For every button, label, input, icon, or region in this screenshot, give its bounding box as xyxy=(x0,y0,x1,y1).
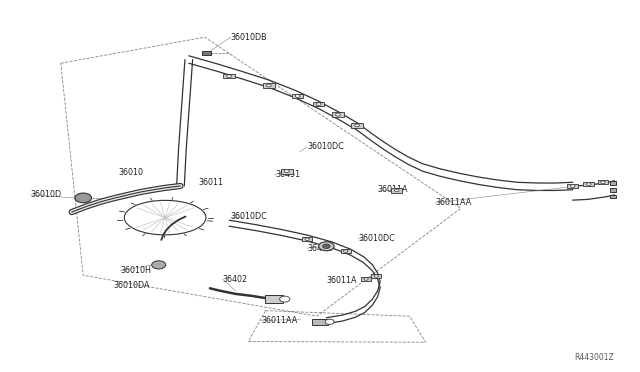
Bar xyxy=(313,102,324,106)
Circle shape xyxy=(344,250,348,252)
Text: 36010D: 36010D xyxy=(31,190,62,199)
Bar xyxy=(202,51,211,55)
Bar xyxy=(332,112,344,117)
Bar xyxy=(610,181,616,185)
Bar xyxy=(584,182,594,186)
Bar xyxy=(263,83,275,88)
Circle shape xyxy=(295,94,300,97)
Text: 36010: 36010 xyxy=(118,169,143,177)
Text: 36010H: 36010H xyxy=(120,266,151,275)
Text: 36011AA: 36011AA xyxy=(435,198,472,207)
Bar xyxy=(568,184,578,188)
Bar xyxy=(371,274,381,278)
Circle shape xyxy=(325,319,334,324)
Text: 36402: 36402 xyxy=(223,275,248,283)
Circle shape xyxy=(227,75,232,78)
Circle shape xyxy=(266,84,271,87)
Circle shape xyxy=(152,261,166,269)
Bar xyxy=(292,94,303,98)
Text: 36010DC: 36010DC xyxy=(230,212,267,221)
Bar xyxy=(280,169,293,173)
Circle shape xyxy=(335,113,340,116)
Bar xyxy=(610,195,616,198)
Bar xyxy=(351,123,363,128)
Text: 36010DC: 36010DC xyxy=(358,234,395,243)
Circle shape xyxy=(394,189,399,192)
Text: 36451: 36451 xyxy=(275,170,300,179)
Text: 36011AA: 36011AA xyxy=(261,316,298,325)
Text: 36010DB: 36010DB xyxy=(230,33,267,42)
Circle shape xyxy=(571,185,575,187)
Text: 36011A: 36011A xyxy=(378,185,408,194)
Bar xyxy=(361,277,371,281)
Bar xyxy=(302,237,312,241)
Circle shape xyxy=(75,193,92,203)
Ellipse shape xyxy=(124,201,206,235)
Text: 36010DC: 36010DC xyxy=(307,142,344,151)
Circle shape xyxy=(316,103,321,106)
Text: 36011A: 36011A xyxy=(326,276,357,285)
Bar xyxy=(392,188,402,193)
Bar xyxy=(223,74,235,78)
Text: R443001Z: R443001Z xyxy=(575,353,614,362)
Text: 36452: 36452 xyxy=(307,244,332,253)
Circle shape xyxy=(600,181,605,184)
Text: 36010DA: 36010DA xyxy=(114,281,150,290)
Circle shape xyxy=(374,275,378,277)
Bar xyxy=(610,188,616,192)
Circle shape xyxy=(587,183,591,185)
Text: 36011: 36011 xyxy=(198,178,223,187)
Bar xyxy=(265,295,283,303)
Circle shape xyxy=(323,244,330,248)
Circle shape xyxy=(355,124,360,127)
Bar xyxy=(340,249,351,253)
Circle shape xyxy=(305,238,309,240)
Circle shape xyxy=(284,170,289,173)
Circle shape xyxy=(280,296,290,302)
Circle shape xyxy=(319,242,334,251)
Bar xyxy=(312,319,328,325)
Circle shape xyxy=(364,278,368,280)
Bar xyxy=(598,180,608,185)
